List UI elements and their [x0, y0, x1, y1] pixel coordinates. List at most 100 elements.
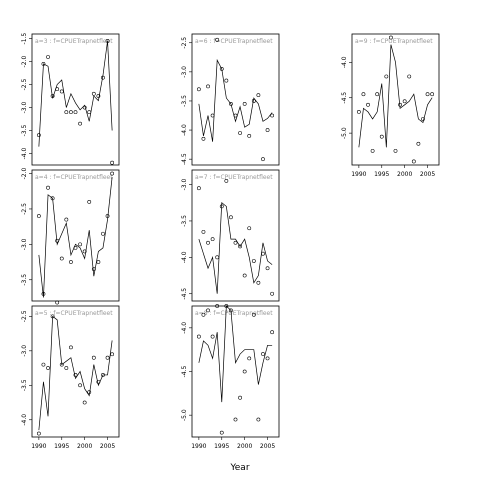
- y-tick-label: -3.0: [21, 102, 28, 114]
- data-point: [256, 93, 261, 98]
- data-point: [251, 312, 256, 317]
- data-point: [247, 356, 252, 361]
- data-point: [41, 61, 46, 66]
- fit-line: [358, 44, 433, 148]
- data-point: [256, 280, 261, 285]
- data-point: [64, 110, 69, 115]
- data-point: [238, 131, 242, 135]
- data-point: [201, 312, 206, 317]
- panel-strip-label: a=7 : f=CPUETrapnetfleet: [195, 174, 273, 181]
- data-point: [242, 273, 247, 278]
- data-point: [73, 373, 78, 377]
- data-point: [416, 141, 421, 146]
- data-point: [238, 244, 242, 249]
- data-point: [251, 259, 256, 263]
- data-point: [210, 334, 215, 339]
- data-point: [64, 366, 69, 370]
- data-point: [393, 148, 398, 153]
- y-tick-label: -3.5: [181, 215, 188, 227]
- data-point: [238, 395, 242, 400]
- x-tick-label: 1990: [191, 443, 206, 450]
- data-point: [411, 159, 416, 164]
- data-point: [36, 431, 41, 436]
- y-tick-label: -4.0: [21, 147, 28, 159]
- data-point: [219, 204, 224, 209]
- data-point: [87, 199, 92, 204]
- data-point: [233, 113, 238, 118]
- panel-frame: [191, 305, 280, 438]
- x-axis-label: Year: [229, 463, 249, 473]
- data-point: [64, 217, 69, 222]
- data-point: [105, 355, 110, 360]
- data-point: [196, 87, 201, 92]
- panel: a=5 : f=CPUETrapnetfleet -2.5 -3.0 -3.5 -4.0…: [21, 300, 120, 450]
- panel-frame: [191, 33, 280, 166]
- panel-strip-label: a=4 : f=CPUETrapnetfleet: [35, 174, 113, 181]
- data-point: [379, 134, 384, 139]
- data-point: [402, 99, 407, 104]
- y-tick-label: -3.5: [21, 379, 28, 391]
- panel: a=4 : f=CPUETrapnetfleet -2.0 -2.5 -3.0 -3.5: [21, 168, 120, 302]
- data-point: [210, 113, 215, 118]
- data-point: [270, 330, 275, 335]
- data-point: [270, 291, 275, 296]
- data-point: [87, 110, 92, 115]
- data-point: [233, 417, 238, 422]
- data-point: [78, 242, 82, 247]
- data-point: [87, 390, 92, 395]
- data-point: [96, 379, 101, 384]
- panel-frame: [31, 33, 120, 166]
- data-point: [224, 304, 229, 308]
- data-point: [265, 356, 270, 361]
- y-tick-label: -4.0: [181, 322, 188, 334]
- data-point: [361, 92, 366, 97]
- panel: a=3 : f=CPUETrapnetfleet -1.5 -2.0 -2.5 -3.0…: [21, 33, 120, 166]
- data-point: [384, 74, 389, 79]
- data-point: [407, 74, 412, 79]
- data-point: [91, 267, 96, 272]
- data-point: [233, 240, 238, 245]
- x-tick-label: 1995: [374, 171, 389, 178]
- x-tick-label: 2000: [397, 171, 412, 178]
- y-tick-label: -2.5: [21, 203, 28, 215]
- y-tick-label: -2.0: [21, 168, 28, 180]
- data-point: [101, 75, 105, 80]
- data-point: [69, 110, 73, 115]
- data-point: [96, 94, 101, 98]
- data-point: [46, 185, 50, 190]
- y-tick-label: -2.5: [21, 79, 28, 91]
- panel-strip-label: a=5 : f=CPUETrapnetfleet: [35, 310, 113, 317]
- data-point: [375, 92, 380, 97]
- y-tick-label: -1.5: [21, 33, 28, 45]
- data-point: [425, 92, 430, 97]
- fit-line: [38, 40, 113, 147]
- data-point: [196, 186, 201, 191]
- data-point: [219, 430, 224, 435]
- data-point: [242, 369, 247, 374]
- data-point: [421, 117, 425, 121]
- data-point: [261, 157, 265, 162]
- data-point: [430, 92, 435, 97]
- data-point: [224, 179, 229, 183]
- data-point: [247, 226, 252, 231]
- panel: a=9 : f=CPUETrapnetfleet -4.0 -4.5 -5.0 1990…: [341, 33, 440, 178]
- fit-line: [198, 305, 273, 403]
- data-point: [398, 102, 402, 107]
- data-point: [96, 260, 101, 264]
- data-point: [105, 214, 110, 218]
- data-point: [251, 99, 256, 103]
- data-point: [215, 255, 220, 260]
- data-point: [356, 109, 361, 114]
- panel-strip-label: a=9 : f=CPUETrapnetfleet: [355, 38, 433, 45]
- data-point: [91, 91, 96, 96]
- x-tick-label: 2005: [420, 171, 435, 178]
- y-tick-label: -3.0: [21, 345, 28, 357]
- data-point: [36, 214, 41, 218]
- data-point: [196, 334, 201, 339]
- y-tick-label: -4.5: [341, 92, 348, 104]
- data-point: [229, 215, 233, 220]
- data-point: [210, 237, 215, 242]
- data-point: [366, 102, 370, 107]
- data-point: [73, 110, 78, 115]
